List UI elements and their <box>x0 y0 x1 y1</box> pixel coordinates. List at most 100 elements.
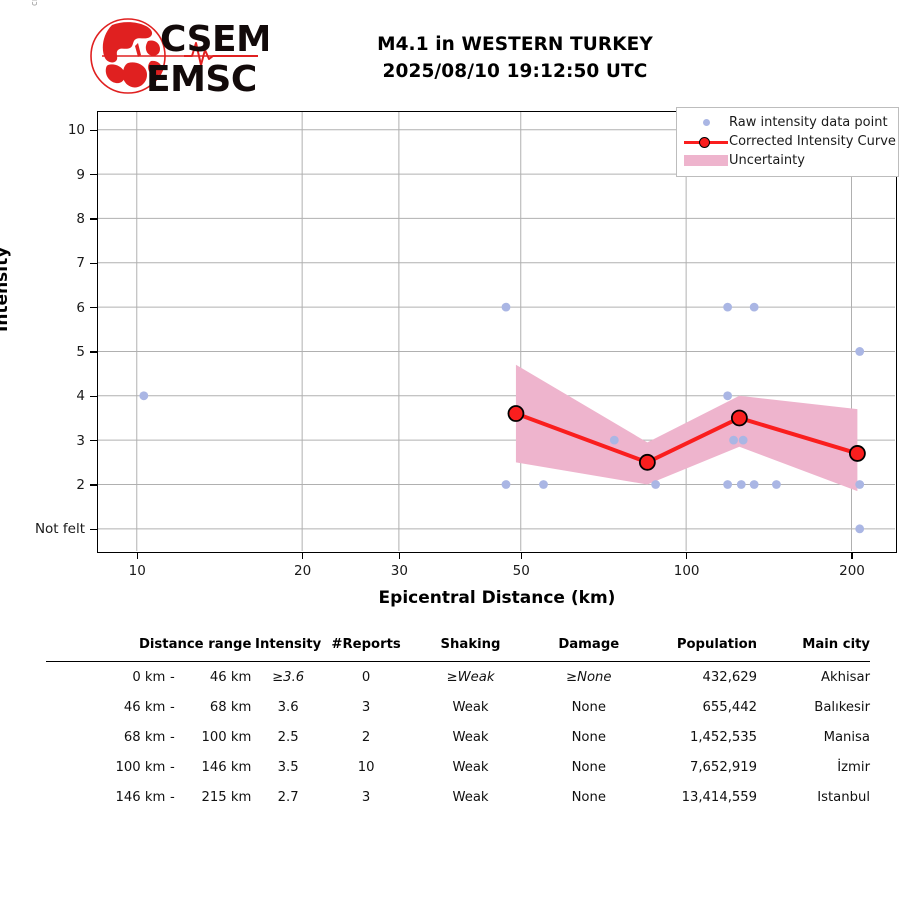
y-tick-label: 6 <box>76 299 85 316</box>
y-axis-label: Intensity <box>0 246 12 332</box>
cell-population: 13,414,559 <box>681 790 758 805</box>
y-tick-mark <box>90 351 97 353</box>
cell-main-city: İzmir <box>837 760 870 775</box>
cell-intensity: 2.7 <box>277 790 299 805</box>
cell-main-city: Balıkesir <box>814 700 870 715</box>
col-reports: #Reports <box>331 637 401 652</box>
chart-legend: Raw intensity data point Corrected Inten… <box>676 107 899 177</box>
range-to: 146 km <box>201 760 252 775</box>
range-to: 46 km <box>209 670 252 685</box>
cell-damage: ≥None <box>566 670 612 685</box>
x-tick-label: 20 <box>294 563 312 579</box>
x-tick-label: 50 <box>512 563 530 579</box>
table-row: 68 km - 100 km 2.5 2 Weak None 1,452,535 Manisa <box>46 722 870 752</box>
svg-text:EMSC: EMSC <box>146 59 257 99</box>
x-tick-label: 10 <box>128 563 146 579</box>
table-header-row: Distance range Intensity #Reports Shakin… <box>46 637 870 662</box>
summary-table: Distance range Intensity #Reports Shakin… <box>46 637 870 812</box>
cell-reports: 0 <box>361 670 371 685</box>
logo-svg: CSEM EMSC <box>90 18 268 99</box>
legend-label-curve: Corrected Intensity Curve <box>729 134 896 149</box>
col-distance-range: Distance range <box>138 637 252 652</box>
plot-area <box>97 111 897 553</box>
range-from: 46 km <box>123 700 166 715</box>
legend-item-uncertainty: Uncertainty <box>683 151 892 170</box>
col-main-city: Main city <box>802 637 870 652</box>
y-tick-mark <box>90 484 97 486</box>
range-dash: - <box>170 670 175 685</box>
y-tick-mark <box>90 173 97 176</box>
cell-shaking: Weak <box>452 790 489 805</box>
cell-shaking: Weak <box>452 730 489 745</box>
range-from: 68 km <box>123 730 166 745</box>
cell-damage: None <box>571 730 606 745</box>
y-tick-label: 7 <box>76 255 85 272</box>
y-tick-label: 2 <box>76 476 85 493</box>
y-tick-mark <box>90 262 97 264</box>
x-tick-mark <box>398 552 401 559</box>
y-tick-label: 9 <box>76 166 85 183</box>
y-tick-label: 5 <box>76 343 85 360</box>
y-tick-mark <box>90 395 97 397</box>
event-datetime: 2025/08/10 19:12:50 UTC <box>382 61 648 82</box>
x-tick-mark <box>520 552 522 559</box>
col-population: Population <box>676 637 758 652</box>
csem-emsc-logo: CSEM EMSC <box>88 13 268 99</box>
chart-svg <box>98 112 895 551</box>
cell-damage: None <box>571 700 606 715</box>
x-tick-label: 200 <box>839 563 865 579</box>
y-tick-label: 10 <box>67 122 85 139</box>
range-from: 0 km <box>132 670 166 685</box>
table-row: 0 km - 46 km ≥3.6 0 ≥Weak ≥None 432,629 Akhisar <box>46 662 870 693</box>
legend-label-uncertainty: Uncertainty <box>729 153 805 168</box>
range-to: 215 km <box>201 790 252 805</box>
range-dash: - <box>170 760 175 775</box>
cell-reports: 3 <box>361 700 371 715</box>
y-tick-label: 4 <box>76 388 85 405</box>
legend-label-raw: Raw intensity data point <box>729 115 888 130</box>
legend-item-raw: Raw intensity data point <box>683 113 892 132</box>
cell-main-city: Akhisar <box>820 670 870 685</box>
cell-intensity: 2.5 <box>277 730 299 745</box>
svg-text:CSEM: CSEM <box>160 19 268 60</box>
page-title: M4.1 in WESTERN TURKEY <box>377 34 653 55</box>
x-tick-mark <box>136 552 138 559</box>
x-axis-label: Epicentral Distance (km) <box>378 588 616 608</box>
range-dash: - <box>170 730 175 745</box>
y-tick-label: 8 <box>76 210 85 227</box>
cell-distance-range: 100 km - 146 km <box>46 752 252 782</box>
cell-distance-range: 146 km - 215 km <box>46 782 252 812</box>
y-tick-mark <box>90 439 97 442</box>
x-tick-label: 100 <box>673 563 700 579</box>
range-from: 146 km <box>115 790 166 805</box>
cell-damage: None <box>571 790 606 805</box>
cell-reports: 2 <box>361 730 371 745</box>
col-shaking: Shaking <box>440 637 501 652</box>
y-tick-label: 3 <box>76 432 85 449</box>
cell-population: 1,452,535 <box>689 730 758 745</box>
y-tick-mark <box>90 129 97 131</box>
cell-intensity: 3.6 <box>277 700 299 715</box>
cell-intensity: ≥3.6 <box>272 670 305 685</box>
range-to: 68 km <box>209 700 252 715</box>
y-tick-mark <box>90 528 97 531</box>
table-head: Distance range Intensity #Reports Shakin… <box>46 637 870 662</box>
cell-reports: 10 <box>357 760 375 775</box>
x-tick-mark <box>685 552 688 559</box>
table-row: 146 km - 215 km 2.7 3 Weak None 13,414,559 Istan… <box>46 782 870 812</box>
cell-damage: None <box>571 760 606 775</box>
cell-shaking: ≥Weak <box>446 670 495 685</box>
cell-main-city: Istanbul <box>817 790 870 805</box>
col-damage: Damage <box>558 637 620 652</box>
cell-main-city: Manisa <box>823 730 870 745</box>
cell-intensity: 3.5 <box>277 760 299 775</box>
intensity-summary-table: Distance range Intensity #Reports Shakin… <box>46 637 870 812</box>
x-tick-mark <box>851 552 853 559</box>
x-tick-mark <box>301 552 304 559</box>
legend-item-curve: Corrected Intensity Curve <box>683 132 896 151</box>
cell-population: 432,629 <box>702 670 758 685</box>
cell-distance-range: 68 km - 100 km <box>46 722 251 752</box>
cell-shaking: Weak <box>452 700 489 715</box>
cell-population: 655,442 <box>702 700 758 715</box>
